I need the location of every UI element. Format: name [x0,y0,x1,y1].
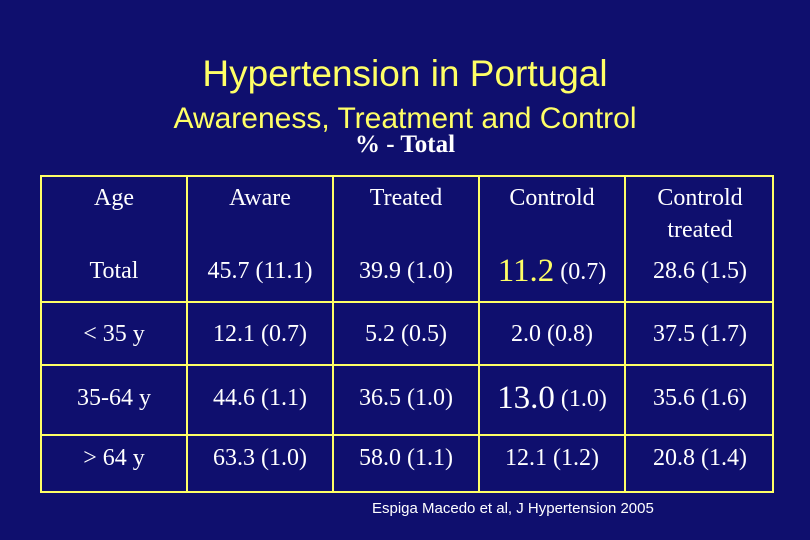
row-under35-treated: 5.2 (0.5) [365,321,447,347]
row-divider [42,301,772,303]
column-divider [478,177,480,491]
row-over64-controld: 12.1 (1.2) [505,445,599,471]
row-divider [42,434,772,436]
slide-subtitle: Awareness, Treatment and Control [173,102,637,135]
column-divider [332,177,334,491]
highlighted-value: 13.0 [497,380,555,416]
row-35-64-aware: 44.6 (1.1) [213,385,307,411]
row-over64-aware: 63.3 (1.0) [213,445,307,471]
header-controld-treated-line1: Controld [657,185,743,211]
row-total-age: Total [89,258,139,284]
row-total-treated: 39.9 (1.0) [359,258,453,284]
highlighted-value: 11.2 [497,253,555,289]
row-35-64-age: 35-64 y [77,385,151,411]
standard-error: (0.7) [560,259,607,285]
row-under35-controld-treated: 37.5 (1.7) [653,321,747,347]
row-total-controld: 11.2 (0.7) [480,253,624,289]
citation: Espiga Macedo et al, J Hypertension 2005 [372,500,654,517]
row-over64-age: > 64 y [83,445,145,471]
row-under35-controld: 2.0 (0.8) [511,321,593,347]
row-under35-age: < 35 y [83,321,145,347]
row-total-aware: 45.7 (11.1) [207,258,313,284]
row-total-controld-treated: 28.6 (1.5) [653,258,747,284]
row-over64-controld-treated: 20.8 (1.4) [653,445,747,471]
header-controld-treated-line2: treated [667,217,733,243]
row-35-64-controld-treated: 35.6 (1.6) [653,385,747,411]
header-age: Age [94,185,134,211]
row-35-64-controld: 13.0 (1.0) [480,380,624,416]
slide-subsubtitle: % - Total [354,131,456,158]
standard-error: (1.0) [560,386,607,412]
row-divider [42,364,772,366]
data-table: Age Aware Treated Controld Controld trea… [40,175,774,493]
column-divider [624,177,626,491]
column-divider [186,177,188,491]
header-controld: Controld [509,185,595,211]
row-under35-aware: 12.1 (0.7) [213,321,307,347]
header-treated: Treated [369,185,443,211]
row-35-64-treated: 36.5 (1.0) [359,385,453,411]
header-aware: Aware [229,185,291,211]
row-over64-treated: 58.0 (1.1) [359,445,453,471]
slide-title: Hypertension in Portugal [202,53,608,94]
